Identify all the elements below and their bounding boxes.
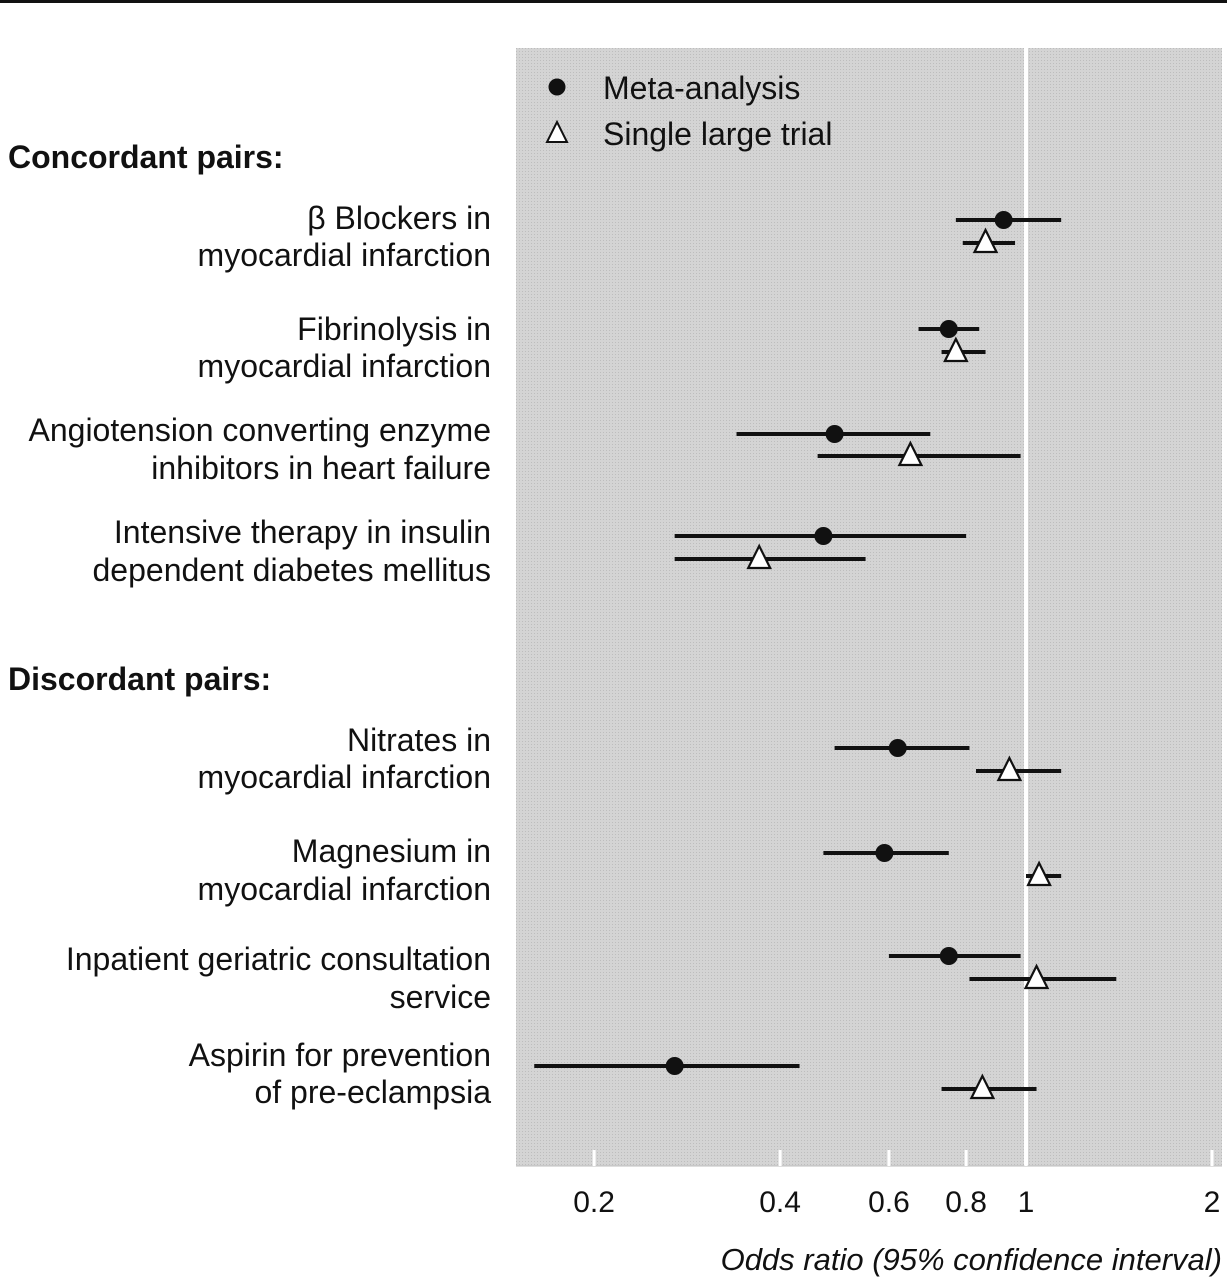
meta-analysis-point <box>939 320 958 338</box>
meta-analysis-point <box>888 739 907 757</box>
x-axis-title: Odds ratio (95% confidence interval) <box>721 1242 1222 1277</box>
study-label: service <box>390 979 491 1015</box>
legend: Meta-analysis Single large trial <box>545 70 832 152</box>
study-label: Nitrates in <box>347 722 491 758</box>
single-trial-point <box>972 227 999 254</box>
study-label: Angiotension converting enzyme <box>29 412 492 448</box>
meta-analysis-point <box>875 844 894 862</box>
x-tick-label: 1 <box>1018 1186 1035 1219</box>
meta-analysis-point <box>994 211 1013 229</box>
x-axis-tick-labels: 0.2 0.4 0.6 0.8 1 2 <box>573 1186 1220 1219</box>
x-tick-label: 0.2 <box>573 1186 615 1219</box>
group-label-discordant: Discordant pairs: <box>8 661 271 697</box>
study-label: dependent diabetes mellitus <box>93 552 492 588</box>
single-trial-point <box>746 543 772 570</box>
study-label: myocardial infarction <box>198 348 491 384</box>
study-label: Intensive therapy in insulin <box>114 514 491 550</box>
meta-analysis-point <box>825 425 844 443</box>
legend-meta-analysis-label: Meta-analysis <box>603 70 800 106</box>
study-label: myocardial infarction <box>198 871 491 907</box>
single-trial-point <box>897 440 924 467</box>
legend-meta-analysis-marker <box>548 78 566 96</box>
meta-analysis-point <box>814 527 833 545</box>
x-axis-ticks <box>592 1150 1214 1166</box>
study-label: myocardial infarction <box>198 759 491 795</box>
single-trial-point <box>1026 860 1052 887</box>
single-trial-point <box>996 755 1023 782</box>
x-tick-label: 2 <box>1204 1186 1221 1219</box>
study-label: Inpatient geriatric consultation <box>66 941 491 977</box>
x-tick-label: 0.8 <box>945 1186 987 1219</box>
forest-marks <box>534 211 1117 1100</box>
x-tick-label: 0.4 <box>759 1186 801 1219</box>
single-trial-point <box>969 1073 996 1100</box>
meta-analysis-point <box>939 947 958 965</box>
x-tick-label: 0.6 <box>868 1186 910 1219</box>
study-label: myocardial infarction <box>198 237 491 273</box>
study-label: Magnesium in <box>292 833 491 869</box>
top-rule <box>0 0 1227 3</box>
study-label: Fibrinolysis in <box>297 311 491 347</box>
group-label-concordant: Concordant pairs: <box>8 139 284 175</box>
plot-area <box>516 48 1222 1166</box>
study-label: inhibitors in heart failure <box>151 450 491 486</box>
study-label: Aspirin for prevention <box>189 1037 491 1073</box>
single-trial-point <box>943 336 969 363</box>
legend-single-trial-marker <box>545 119 569 143</box>
study-label: β Blockers in <box>307 200 491 236</box>
meta-analysis-point <box>665 1057 684 1075</box>
legend-single-trial-label: Single large trial <box>603 116 832 152</box>
single-trial-point <box>1023 963 1050 990</box>
study-label: of pre-eclampsia <box>254 1074 491 1110</box>
